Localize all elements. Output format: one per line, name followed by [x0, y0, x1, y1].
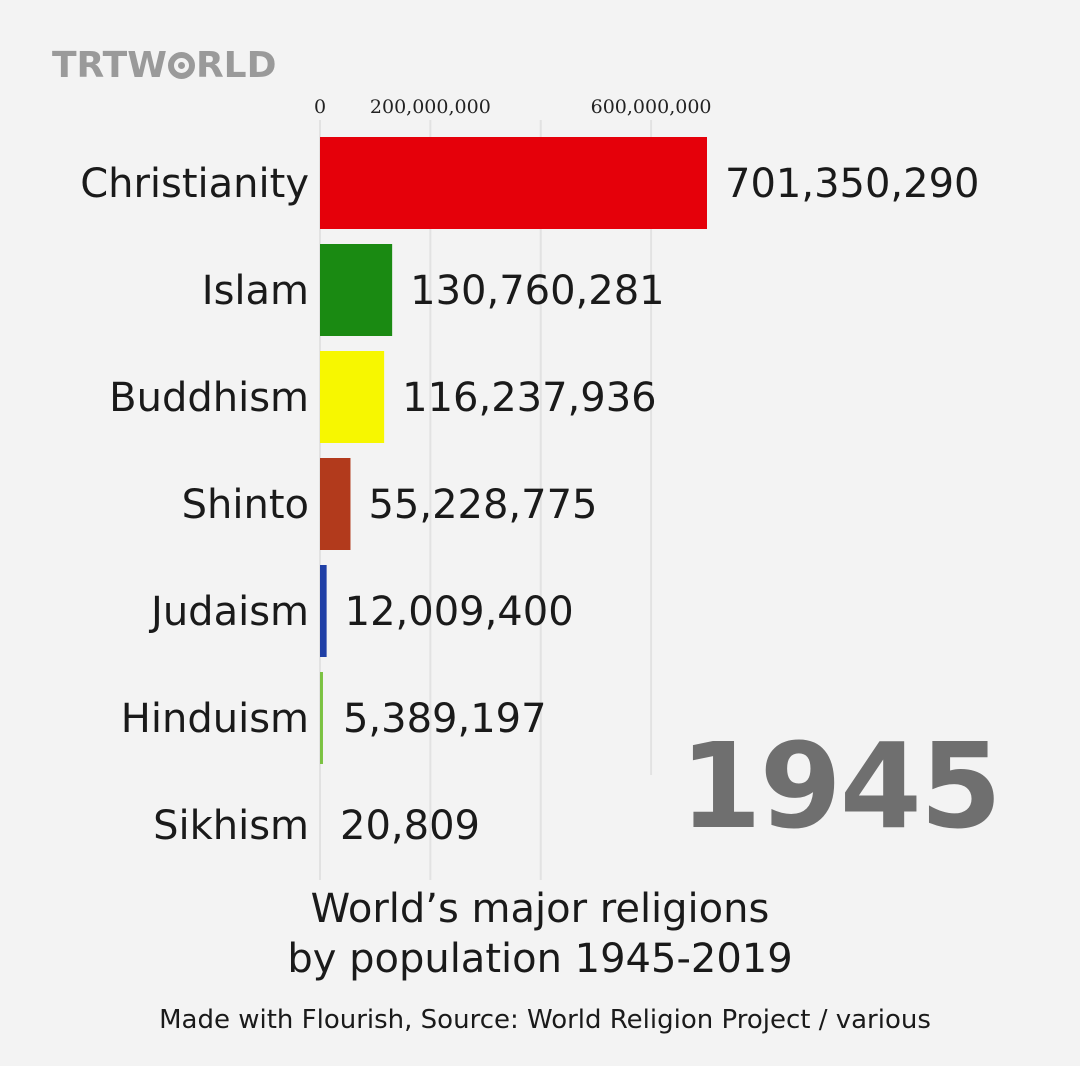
trt-world-logo: TRTW RLD: [52, 46, 276, 86]
logo-text-trt: TRT: [52, 45, 128, 86]
bar-islam: [320, 244, 393, 336]
logo-text-rld: RLD: [195, 45, 277, 86]
value-label: 20,809: [340, 803, 480, 849]
bar-judaism: [320, 565, 327, 657]
bar-buddhism: [320, 351, 385, 443]
globe-icon: [167, 52, 195, 79]
x-tick-label: 600,000,000: [591, 96, 712, 118]
category-label: Sikhism: [153, 803, 309, 849]
value-label: 701,350,290: [725, 161, 979, 207]
category-label: Buddhism: [109, 375, 309, 421]
chart-title: World’s major religions by population 19…: [0, 884, 1080, 984]
bar-shinto: [320, 458, 351, 550]
value-label: 5,389,197: [343, 696, 547, 742]
bar-chart: 0 200,000,000 600,000,000 Christianity 701,3…: [80, 96, 979, 880]
value-label: 12,009,400: [345, 589, 574, 635]
value-label: 116,237,936: [402, 375, 656, 421]
x-tick-label: 0: [314, 96, 326, 118]
logo-text-w: W: [127, 45, 167, 86]
year-label: 1945: [679, 717, 1002, 855]
category-label: Shinto: [182, 482, 309, 528]
chart-title-line-2: by population 1945-2019: [287, 936, 793, 982]
bar-hinduism: [320, 672, 323, 764]
bar-christianity: [320, 137, 707, 229]
source-note: Made with Flourish, Source: World Religi…: [159, 1005, 931, 1035]
value-label: 130,760,281: [410, 268, 664, 314]
x-tick-label: 200,000,000: [370, 96, 491, 118]
category-label: Islam: [202, 268, 309, 314]
category-label: Christianity: [80, 161, 309, 207]
category-label: Judaism: [148, 589, 309, 635]
category-label: Hinduism: [121, 696, 309, 742]
value-label: 55,228,775: [368, 482, 597, 528]
chart-title-line-1: World’s major religions: [310, 886, 770, 932]
